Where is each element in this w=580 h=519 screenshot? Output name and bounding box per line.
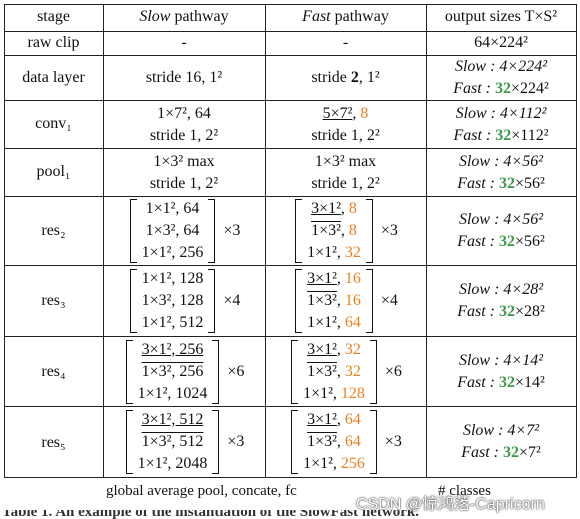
rule-raw xyxy=(4,55,577,56)
res3-stage: res₃ xyxy=(41,292,66,309)
res5-fast-block: 3×1², 64 1×3², 64 1×1², 256 ×3 xyxy=(265,407,426,477)
res2-fast-block: 3×1², 8 1×3², 8 1×1², 32 ×3 xyxy=(265,197,426,265)
rule-left xyxy=(4,4,5,478)
footer-classes: # classes xyxy=(438,483,491,499)
rule-right xyxy=(576,4,577,478)
rule-data xyxy=(4,100,577,101)
conv1-fast: 5×7², 8 stride 1, 2² xyxy=(311,104,380,144)
conv1-stage: conv₁ xyxy=(35,115,72,132)
header-output: output sizes T×S² xyxy=(444,8,558,25)
rule-top xyxy=(4,4,577,5)
data-layer-fast: stride 2, 1² xyxy=(311,69,380,86)
res5-stage: res₅ xyxy=(41,434,66,451)
slowfast-architecture-table: stage Slow pathway Fast pathway output s… xyxy=(4,4,577,481)
rule-res5 xyxy=(4,477,577,478)
pool1-output: Slow : 4×56² Fast : 32×56² xyxy=(457,152,545,192)
rule-col2 xyxy=(265,4,266,478)
rule-res4 xyxy=(4,406,577,407)
header-stage: stage xyxy=(37,8,70,25)
rule-res3 xyxy=(4,336,577,337)
rule-col1 xyxy=(103,4,104,478)
res3-slow-block: 1×1², 128 1×3², 128 1×1², 512 ×4 xyxy=(103,266,265,336)
res4-output: Slow : 4×14² Fast : 32×14² xyxy=(457,351,545,391)
res5-output: Slow : 4×7² Fast : 32×7² xyxy=(461,422,541,461)
raw-clip-fast: - xyxy=(342,34,349,51)
data-layer-output: Slow : 4×224² Fast : 32×224² xyxy=(453,58,549,97)
rule-header xyxy=(4,31,577,32)
rule-col3 xyxy=(426,4,427,478)
res4-fast-block: 3×1², 32 1×3², 32 1×1², 128 ×6 xyxy=(265,337,426,406)
rule-pool1 xyxy=(4,196,577,197)
rule-res2 xyxy=(4,265,577,266)
res3-output: Slow : 4×28² Fast : 32×28² xyxy=(457,281,545,320)
res4-stage: res₄ xyxy=(41,363,66,380)
pool1-fast: 1×3² max stride 1, 2² xyxy=(311,152,380,192)
res3-fast-block: 3×1², 16 1×3², 16 1×1², 64 ×4 xyxy=(265,266,426,336)
raw-clip-slow: - xyxy=(181,34,187,51)
conv1-slow: 1×7², 64 stride 1, 2² xyxy=(149,104,219,144)
pool1-stage: pool₁ xyxy=(36,163,71,180)
res5-slow-block: 3×1², 512 1×3², 512 1×1², 2048 ×3 xyxy=(103,407,265,477)
res2-output: Slow : 4×56² Fast : 32×56² xyxy=(457,211,545,250)
pool1-slow: 1×3² max stride 1, 2² xyxy=(149,152,219,192)
data-layer-slow: stride 16, 1² xyxy=(145,69,223,86)
caption-fragment: Table 1. An example of the instantiation… xyxy=(2,510,419,519)
header-fast: Fast pathway xyxy=(302,8,389,25)
header-slow: Slow pathway xyxy=(139,8,229,25)
res4-slow-block: 3×1², 256 1×3², 256 1×1², 1024 ×6 xyxy=(103,337,265,406)
rule-conv1 xyxy=(4,148,577,149)
raw-clip-output: 64×224² xyxy=(474,34,528,51)
res2-stage: res₂ xyxy=(41,222,66,239)
footer-pool: global average pool, concate, fc xyxy=(106,483,297,499)
conv1-output: Slow : 4×112² Fast : 32×112² xyxy=(453,104,549,144)
raw-clip-stage: raw clip xyxy=(27,34,80,51)
data-layer-stage: data layer xyxy=(22,69,85,86)
csdn-watermark: CSDN @惊鸿落-Capricorn xyxy=(356,496,545,513)
res2-slow-block: 1×1², 64 1×3², 64 1×1², 256 ×3 xyxy=(103,197,265,265)
